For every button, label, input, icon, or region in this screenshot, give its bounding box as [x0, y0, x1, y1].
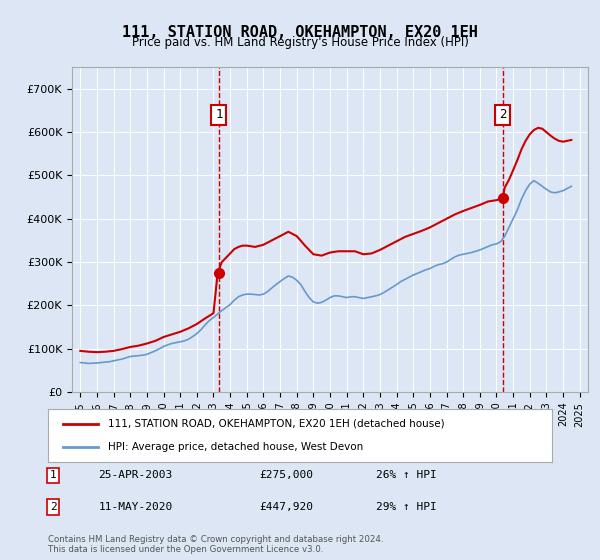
- Text: 111, STATION ROAD, OKEHAMPTON, EX20 1EH: 111, STATION ROAD, OKEHAMPTON, EX20 1EH: [122, 25, 478, 40]
- Text: 29% ↑ HPI: 29% ↑ HPI: [376, 502, 436, 512]
- Text: HPI: Average price, detached house, West Devon: HPI: Average price, detached house, West…: [109, 442, 364, 452]
- Text: 2: 2: [499, 108, 506, 122]
- Text: 11-MAY-2020: 11-MAY-2020: [98, 502, 173, 512]
- Text: 111, STATION ROAD, OKEHAMPTON, EX20 1EH (detached house): 111, STATION ROAD, OKEHAMPTON, EX20 1EH …: [109, 419, 445, 429]
- Text: £275,000: £275,000: [260, 470, 314, 480]
- Text: £447,920: £447,920: [260, 502, 314, 512]
- Text: 2: 2: [50, 502, 56, 512]
- Text: Contains HM Land Registry data © Crown copyright and database right 2024.
This d: Contains HM Land Registry data © Crown c…: [48, 535, 383, 554]
- Text: 1: 1: [215, 108, 223, 122]
- Text: 25-APR-2003: 25-APR-2003: [98, 470, 173, 480]
- Text: 26% ↑ HPI: 26% ↑ HPI: [376, 470, 436, 480]
- Text: Price paid vs. HM Land Registry's House Price Index (HPI): Price paid vs. HM Land Registry's House …: [131, 36, 469, 49]
- Text: 1: 1: [50, 470, 56, 480]
